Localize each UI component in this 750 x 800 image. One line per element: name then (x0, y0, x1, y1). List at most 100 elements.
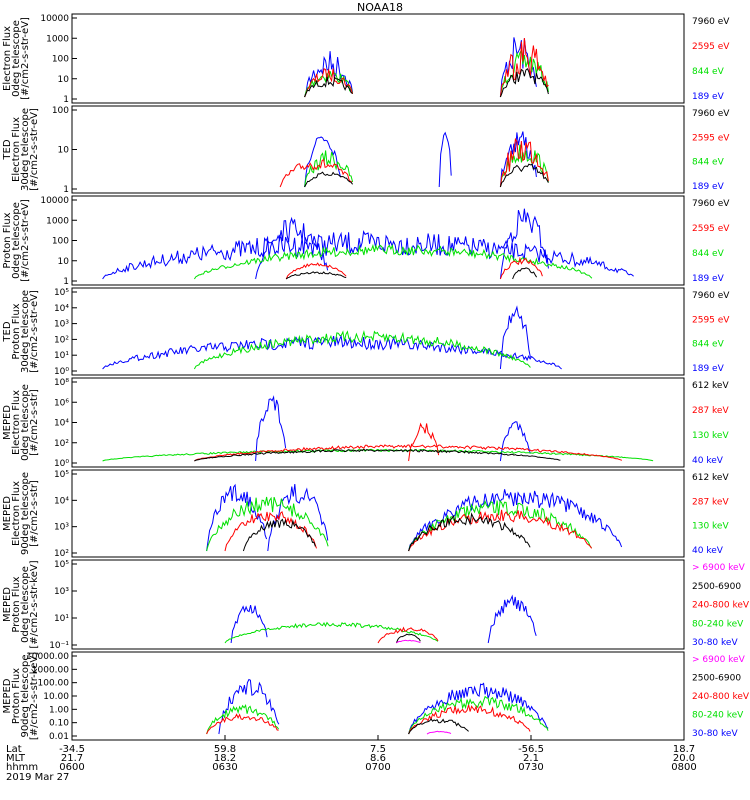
legend-entry: 2500-6900 (692, 674, 741, 684)
legend-entry: 30-80 keV (692, 638, 738, 648)
y-tick-label: 10¹ (54, 614, 69, 624)
series--6900-kev (396, 639, 421, 644)
y-tick-label: 10¹ (54, 351, 69, 361)
y-tick-label: 10 (58, 146, 70, 156)
legend-entry: 80-240 keV (692, 711, 744, 721)
x-hhmm-label: 0700 (365, 762, 390, 773)
y-tick-label: 10⁶ (54, 398, 69, 408)
y-tick-label: 10⁵ (54, 560, 69, 570)
series-2500-6900 (408, 718, 469, 735)
y-tick-label: 10³ (54, 320, 69, 330)
y-tick-label: 10⁰ (54, 367, 69, 377)
series-80-240-kev (224, 621, 439, 644)
x-mlt-label: 21.7 (61, 753, 83, 764)
y-tick-label: 10⁴ (54, 496, 69, 506)
y-tick-label: 100 (52, 55, 69, 65)
legend-entry: 7960 eV (692, 291, 730, 301)
x-lat-label: 7.5 (370, 744, 386, 755)
x-mlt-label: 8.6 (370, 753, 386, 764)
x-lat-label: -34.5 (59, 744, 85, 755)
y-axis-label: 90deg telescope (20, 472, 31, 555)
y-tick-label: 1 (63, 95, 69, 105)
y-axis-label: 0deg telescope (11, 202, 22, 279)
series-130-kev (102, 448, 654, 462)
series-130-kev (206, 496, 592, 552)
y-axis-label: Electron Flux (11, 390, 22, 455)
y-tick-label: 0.10 (49, 719, 69, 729)
y-tick-label: 10² (54, 439, 69, 449)
x-row-label: MLT (6, 753, 26, 764)
series-30-80-kev (218, 678, 549, 735)
legend-entry: 844 eV (692, 67, 725, 77)
panel-frame (71, 651, 685, 741)
series-2500-6900 (395, 633, 421, 644)
y-tick-label: 10 (58, 257, 70, 267)
series-40-kev (255, 395, 531, 462)
series-189-ev (102, 305, 562, 370)
y-tick-label: 10⁴ (54, 419, 69, 429)
legend-entry: 844 eV (692, 158, 725, 168)
legend-entry: 844 eV (692, 249, 725, 259)
y-tick-label: 10.00 (43, 692, 69, 702)
legend-entry: 844 eV (692, 340, 725, 350)
y-tick-label: 100.00 (38, 679, 70, 689)
legend-entry: 130 keV (692, 431, 729, 441)
y-tick-label: 100 (52, 106, 69, 116)
y-tick-label: 1000.00 (32, 665, 69, 675)
chart-title: NOAA18 (357, 1, 403, 14)
y-axis-label: [#/cm2-s-str-keV] (29, 652, 40, 740)
y-axis-label: [#/cm2-s-str] (29, 389, 40, 456)
x-row-label: hhmm (6, 762, 38, 773)
series-7960-ev (285, 267, 538, 280)
y-axis-label: Proton Flux (2, 212, 13, 268)
legend-entry: 130 keV (692, 522, 729, 532)
legend-entry: 7960 eV (692, 109, 730, 119)
legend-entry: 287 keV (692, 497, 729, 507)
series-189-ev (102, 208, 634, 280)
legend-entry: 40 keV (692, 456, 724, 466)
date-label: 2019 Mar 27 (6, 772, 69, 783)
series-2595-ev (279, 137, 549, 188)
legend-entry: 7960 eV (692, 199, 730, 209)
legend-entry: 612 keV (692, 473, 729, 483)
y-tick-label: 10³ (54, 587, 69, 597)
y-axis-label: MEPED (2, 405, 13, 440)
y-axis-label: 90deg telescope (20, 654, 31, 737)
y-axis-label: Electron Flux (2, 26, 13, 91)
series-7960-ev (304, 163, 549, 188)
y-tick-label: 10⁰ (54, 459, 69, 469)
legend-entry: 240-800 keV (692, 601, 750, 611)
x-mlt-label: 2.1 (523, 753, 539, 764)
series-844-ev (193, 243, 593, 280)
series-240-800-kev (206, 704, 531, 735)
x-lat-label: 59.8 (214, 744, 236, 755)
y-tick-label: 10³ (54, 523, 69, 533)
panel-frame (71, 13, 685, 104)
legend-entry: 189 eV (692, 364, 725, 374)
y-tick-label: 10⁵ (54, 470, 69, 480)
y-axis-label: MEPED (2, 678, 13, 713)
series-287-kev (194, 422, 623, 462)
y-axis-label: 30deg telescope (20, 290, 31, 373)
y-tick-label: 10000 (40, 196, 69, 206)
series-80-240-kev (206, 695, 549, 735)
y-axis-label: Electron Flux (11, 117, 22, 182)
panel-frame (71, 287, 685, 376)
series-2595-ev (285, 256, 543, 280)
legend-entry: 40 keV (692, 546, 724, 556)
series-844-ev (193, 329, 531, 370)
y-tick-label: 10² (54, 549, 69, 559)
y-tick-label: 10⁻¹ (49, 641, 69, 651)
y-axis-label: [#/cm2-s-str-eV] (29, 290, 40, 373)
panel-frame (71, 105, 685, 194)
y-tick-label: 10⁴ (54, 304, 69, 314)
series-7960-ev (304, 68, 549, 98)
y-tick-label: 10 (58, 75, 70, 85)
series-30-80-kev (230, 594, 537, 644)
y-axis-label: MEPED (2, 587, 13, 622)
